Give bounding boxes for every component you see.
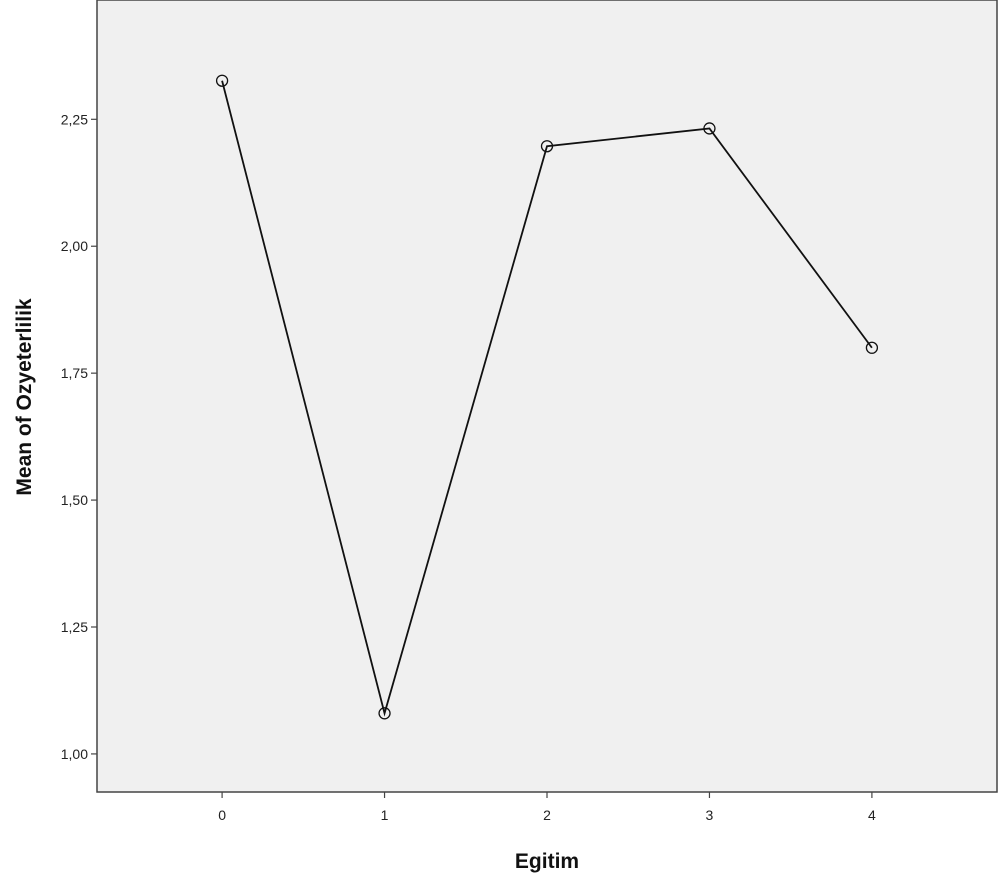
y-tick-label: 1,00 bbox=[61, 746, 88, 762]
y-tick-label: 1,75 bbox=[61, 365, 88, 381]
x-tick-label: 2 bbox=[543, 807, 551, 823]
data-point bbox=[865, 341, 879, 354]
y-tick-label: 1,25 bbox=[61, 619, 88, 635]
x-axis-title: Egitim bbox=[515, 850, 579, 873]
x-axis: 0 1 2 3 4 bbox=[218, 792, 876, 823]
y-tick-label: 2,25 bbox=[61, 111, 88, 127]
data-point bbox=[703, 122, 716, 135]
data-point bbox=[540, 140, 554, 153]
series-layer bbox=[215, 74, 879, 720]
x-tick-label: 4 bbox=[868, 807, 876, 823]
data-point bbox=[215, 74, 229, 87]
y-tick-label: 1,50 bbox=[61, 492, 88, 508]
y-tick-label: 2,00 bbox=[61, 238, 88, 254]
y-axis: 1,00 1,25 1,50 1,75 2,00 2,25 bbox=[61, 111, 97, 762]
x-tick-label: 1 bbox=[381, 807, 389, 823]
x-tick-label: 0 bbox=[218, 807, 226, 823]
y-axis-title: Mean of Ozyeterlilik bbox=[13, 298, 36, 496]
x-tick-label: 3 bbox=[706, 807, 714, 823]
plot-area bbox=[96, 0, 998, 793]
series-line bbox=[221, 80, 873, 717]
data-point bbox=[378, 707, 391, 720]
